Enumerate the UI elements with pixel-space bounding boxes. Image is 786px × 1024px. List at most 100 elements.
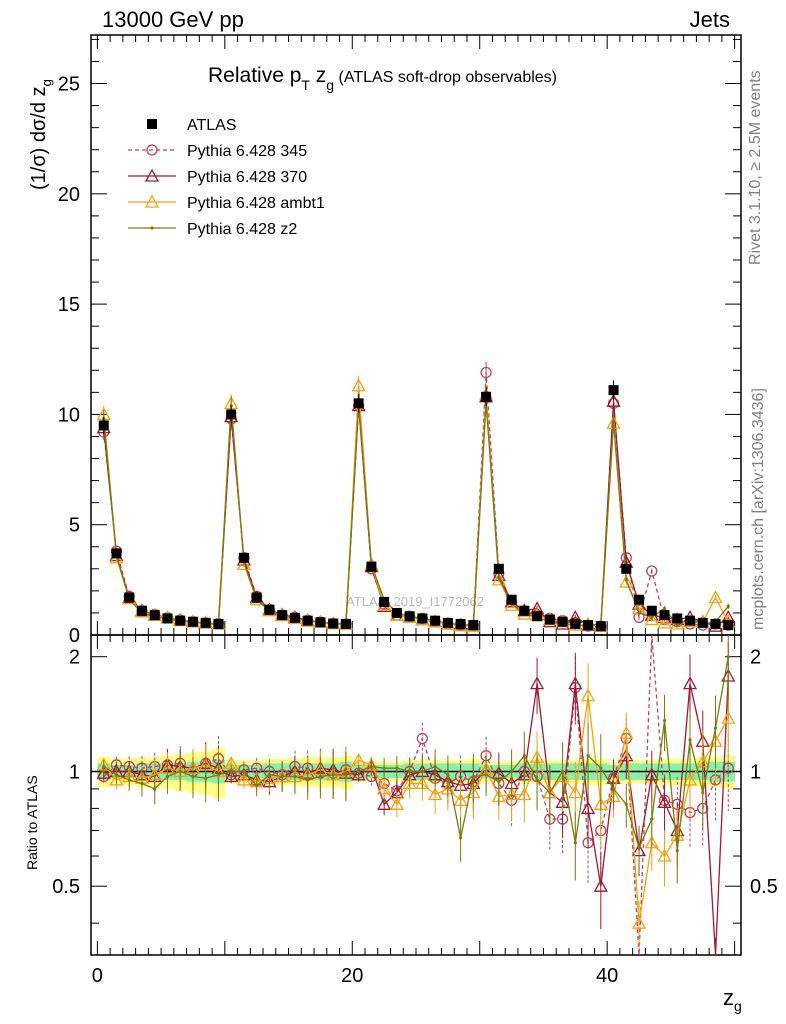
data-point xyxy=(657,615,672,629)
data-point xyxy=(646,605,657,616)
ratio-point xyxy=(236,772,252,786)
ratio-point xyxy=(568,785,583,799)
x-tick-label: 0 xyxy=(92,965,103,987)
x-axis-label-main: z xyxy=(723,985,734,1010)
ratio-point xyxy=(377,781,392,795)
data-point xyxy=(650,615,654,619)
data-point xyxy=(619,574,634,588)
ratio-y-axis-label: Ratio to ATLAS xyxy=(24,775,40,870)
ratio-point xyxy=(114,773,119,777)
data-point xyxy=(659,610,670,621)
ratio-point xyxy=(224,769,239,783)
ratio-point xyxy=(178,769,182,774)
data-point xyxy=(532,611,543,622)
ratio-point xyxy=(675,848,679,853)
ratio-point xyxy=(509,769,514,774)
ratio-point xyxy=(255,783,259,787)
ratio-point xyxy=(682,676,698,690)
data-point xyxy=(491,572,506,586)
data-point xyxy=(624,578,628,582)
ratio-point xyxy=(560,769,565,774)
ratio-point xyxy=(446,773,450,777)
data-point xyxy=(723,620,734,631)
legend-label: Pythia 6.428 z2 xyxy=(187,221,297,238)
plot-title-main-sub: T xyxy=(301,77,310,93)
ratio-point xyxy=(631,915,647,929)
data-point xyxy=(662,606,667,611)
ratio-point xyxy=(722,762,734,774)
data-point xyxy=(289,612,300,623)
ratio-point xyxy=(586,754,590,758)
ratio-point xyxy=(428,787,443,801)
axis-ticks: 0 20 40 0 5 10 15 20 25 0.5 0.5 1 1 2 2 xyxy=(52,35,778,987)
ratio-tick-label: 2 xyxy=(69,647,80,669)
ratio-point xyxy=(580,801,596,815)
data-point xyxy=(136,605,147,616)
ratio-point xyxy=(351,767,366,781)
data-point xyxy=(417,613,428,624)
rivet-label: Rivet 3.1.10, ≥ 2.5M events xyxy=(747,70,764,265)
data-point xyxy=(162,613,173,624)
data-point xyxy=(351,378,366,392)
data-point xyxy=(277,610,288,621)
legend-marker xyxy=(144,168,160,182)
data-point xyxy=(608,385,619,396)
y-tick-label: 25 xyxy=(58,74,80,96)
ratio-point xyxy=(535,778,539,782)
data-point xyxy=(442,617,453,628)
series-0 xyxy=(98,380,734,632)
ratio-point xyxy=(580,688,596,702)
ratio-point xyxy=(109,772,124,786)
ratio-plot-frame xyxy=(90,634,742,956)
data-point xyxy=(621,563,632,574)
ratio-point xyxy=(389,796,404,810)
data-point xyxy=(238,552,249,563)
ratio-point xyxy=(599,766,603,770)
ratio-point xyxy=(96,765,111,779)
data-point xyxy=(519,605,530,616)
ratio-point xyxy=(216,773,221,777)
ratio-point xyxy=(229,769,233,774)
ratio-line xyxy=(103,695,729,924)
ratio-point xyxy=(140,781,144,786)
data-point xyxy=(646,565,658,577)
data-point xyxy=(236,557,252,571)
data-point xyxy=(481,391,492,402)
ratio-tick-label-right: 2 xyxy=(750,647,761,669)
ratio-point xyxy=(280,774,284,779)
data-point xyxy=(708,590,723,604)
legend-label: Pythia 6.428 370 xyxy=(187,169,307,186)
ratio-point xyxy=(529,676,545,690)
data-point xyxy=(557,616,568,627)
ratio-point xyxy=(682,772,698,786)
watermark: ATLAS_2019_I1772062 xyxy=(346,594,484,609)
data-point xyxy=(315,617,326,628)
data-point xyxy=(726,604,730,608)
ratio-point xyxy=(369,764,373,769)
data-point xyxy=(611,419,616,423)
series-line xyxy=(103,396,729,627)
data-point xyxy=(697,617,708,628)
ratio-line xyxy=(103,656,729,851)
data-point xyxy=(455,618,466,629)
data-point xyxy=(187,616,198,627)
plot-title-paren: (ATLAS soft-drop observables) xyxy=(334,69,557,86)
data-point xyxy=(226,409,237,420)
ratio-point xyxy=(357,769,361,774)
ratio-point xyxy=(548,791,552,795)
ratio-point xyxy=(662,718,667,723)
ratio-point xyxy=(420,769,424,774)
ratio-point xyxy=(721,710,736,724)
ratio-point xyxy=(204,776,208,780)
ratio-point xyxy=(395,766,399,770)
ratio-line xyxy=(103,634,729,956)
ratio-point xyxy=(497,780,501,784)
data-point xyxy=(353,398,364,409)
y-tick-label: 5 xyxy=(69,515,80,537)
ratio-point xyxy=(504,787,519,801)
data-point xyxy=(675,623,679,627)
data-point xyxy=(404,611,415,622)
data-point xyxy=(544,614,555,625)
data-point xyxy=(685,615,696,626)
legend-marker xyxy=(146,144,158,156)
